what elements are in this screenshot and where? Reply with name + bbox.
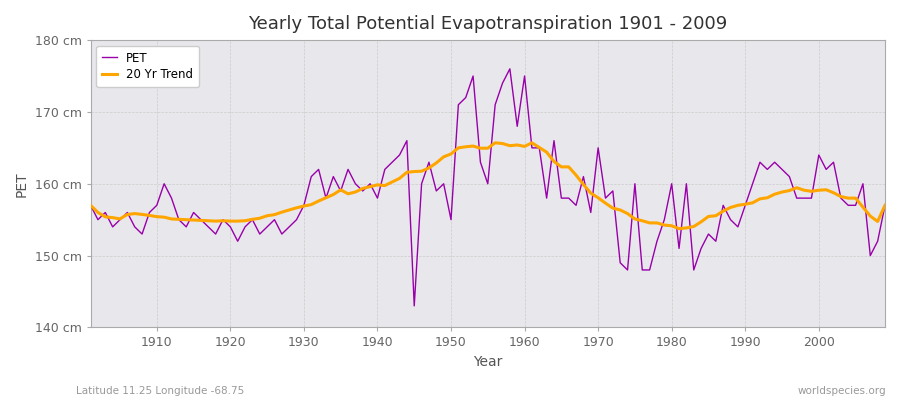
PET bbox=[622, 268, 633, 272]
Title: Yearly Total Potential Evapotranspiration 1901 - 2009: Yearly Total Potential Evapotranspiratio… bbox=[248, 15, 727, 33]
20 Yr Trend bbox=[879, 203, 890, 208]
20 Yr Trend bbox=[673, 226, 684, 231]
PET bbox=[409, 304, 419, 308]
PET bbox=[306, 174, 317, 179]
20 Yr Trend bbox=[306, 202, 317, 207]
Legend: PET, 20 Yr Trend: PET, 20 Yr Trend bbox=[96, 46, 199, 87]
Y-axis label: PET: PET bbox=[15, 171, 29, 196]
20 Yr Trend bbox=[144, 213, 155, 218]
20 Yr Trend bbox=[519, 144, 530, 149]
PET bbox=[505, 66, 516, 71]
Text: Latitude 11.25 Longitude -68.75: Latitude 11.25 Longitude -68.75 bbox=[76, 386, 245, 396]
20 Yr Trend bbox=[350, 190, 361, 194]
PET bbox=[879, 203, 890, 208]
20 Yr Trend bbox=[615, 208, 626, 212]
20 Yr Trend bbox=[526, 140, 537, 145]
Line: 20 Yr Trend: 20 Yr Trend bbox=[91, 143, 885, 229]
Line: PET: PET bbox=[91, 69, 885, 306]
X-axis label: Year: Year bbox=[473, 355, 502, 369]
Text: worldspecies.org: worldspecies.org bbox=[798, 386, 886, 396]
PET bbox=[526, 146, 537, 150]
20 Yr Trend bbox=[512, 142, 523, 147]
PET bbox=[86, 203, 96, 208]
PET bbox=[350, 181, 361, 186]
PET bbox=[534, 146, 544, 150]
20 Yr Trend bbox=[86, 203, 96, 208]
PET bbox=[144, 210, 155, 215]
